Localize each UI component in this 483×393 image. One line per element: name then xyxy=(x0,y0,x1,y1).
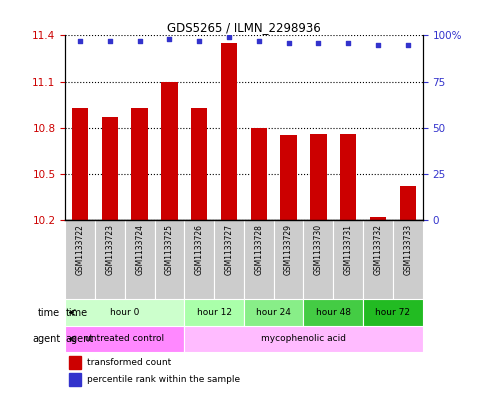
Bar xyxy=(95,220,125,299)
Bar xyxy=(65,220,95,299)
Text: GSM1133731: GSM1133731 xyxy=(344,224,353,275)
Bar xyxy=(340,134,356,220)
Bar xyxy=(185,220,214,299)
Text: GSM1133727: GSM1133727 xyxy=(225,224,233,275)
Bar xyxy=(214,220,244,299)
Bar xyxy=(310,134,327,220)
Bar xyxy=(244,299,303,326)
Bar xyxy=(363,299,423,326)
Text: GSM1133726: GSM1133726 xyxy=(195,224,204,275)
Bar xyxy=(131,108,148,220)
Text: time: time xyxy=(38,308,60,318)
Text: hour 48: hour 48 xyxy=(316,308,351,317)
Point xyxy=(195,38,203,44)
Text: agent: agent xyxy=(32,334,60,344)
Bar xyxy=(65,326,185,352)
Text: GSM1133724: GSM1133724 xyxy=(135,224,144,275)
Point xyxy=(106,38,114,44)
Bar xyxy=(274,220,303,299)
Point xyxy=(136,38,143,44)
Text: transformed count: transformed count xyxy=(86,358,171,367)
Bar xyxy=(72,108,88,220)
Bar xyxy=(191,108,207,220)
Text: GSM1133732: GSM1133732 xyxy=(373,224,383,275)
Bar xyxy=(69,373,81,386)
Point xyxy=(314,40,322,46)
Bar xyxy=(185,326,423,352)
Text: agent: agent xyxy=(66,334,94,344)
Text: hour 0: hour 0 xyxy=(110,308,140,317)
Point xyxy=(166,36,173,42)
Bar xyxy=(251,128,267,220)
Bar xyxy=(399,186,416,220)
Bar xyxy=(303,299,363,326)
Text: hour 24: hour 24 xyxy=(256,308,291,317)
Text: GSM1133733: GSM1133733 xyxy=(403,224,412,275)
Text: GSM1133723: GSM1133723 xyxy=(105,224,114,275)
Point xyxy=(76,38,84,44)
Bar xyxy=(363,220,393,299)
Bar xyxy=(102,117,118,220)
Point xyxy=(404,42,412,48)
Point xyxy=(225,34,233,40)
Text: GSM1133728: GSM1133728 xyxy=(255,224,263,275)
Text: hour 12: hour 12 xyxy=(197,308,232,317)
Text: GSM1133725: GSM1133725 xyxy=(165,224,174,275)
Point xyxy=(285,40,293,46)
Text: time: time xyxy=(66,308,87,318)
Bar xyxy=(155,220,185,299)
Text: mycophenolic acid: mycophenolic acid xyxy=(261,334,346,343)
Text: GSM1133722: GSM1133722 xyxy=(76,224,85,275)
Text: hour 72: hour 72 xyxy=(375,308,411,317)
Point xyxy=(344,40,352,46)
Title: GDS5265 / ILMN_2298936: GDS5265 / ILMN_2298936 xyxy=(167,21,321,34)
Text: percentile rank within the sample: percentile rank within the sample xyxy=(86,375,240,384)
Bar xyxy=(185,299,244,326)
Bar xyxy=(370,217,386,220)
Text: GSM1133730: GSM1133730 xyxy=(314,224,323,275)
Bar xyxy=(221,43,237,220)
Text: GSM1133729: GSM1133729 xyxy=(284,224,293,275)
Bar xyxy=(281,136,297,220)
Point xyxy=(374,42,382,48)
Bar xyxy=(161,82,178,220)
Point xyxy=(255,38,263,44)
Bar xyxy=(244,220,274,299)
Bar xyxy=(125,220,155,299)
Text: untreated control: untreated control xyxy=(85,334,164,343)
Bar xyxy=(333,220,363,299)
Bar xyxy=(393,220,423,299)
Bar xyxy=(69,356,81,369)
Bar xyxy=(303,220,333,299)
Bar xyxy=(65,299,185,326)
